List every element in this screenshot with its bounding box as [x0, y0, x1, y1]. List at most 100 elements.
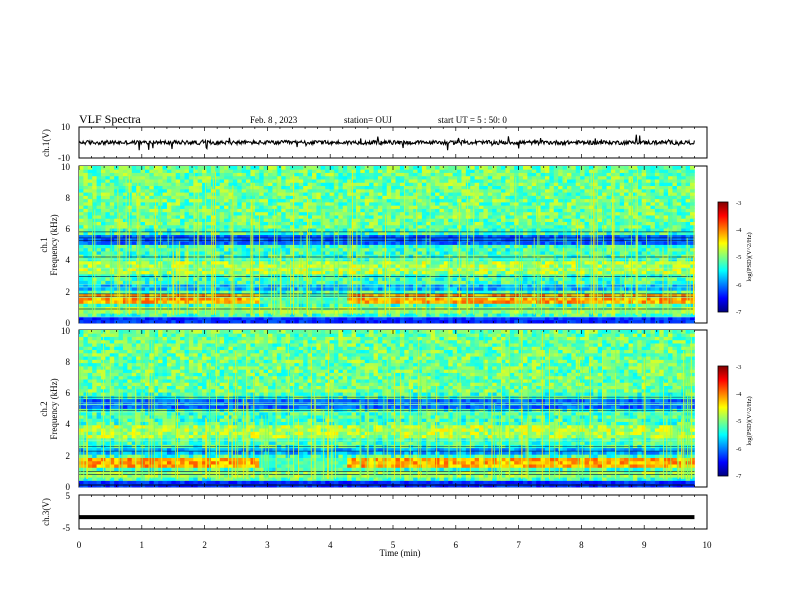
spectrogram-cell: [219, 273, 225, 278]
spectrogram-cell: [166, 287, 172, 291]
spectrogram-cell: [206, 251, 212, 255]
spectrogram-cell: [443, 260, 449, 265]
spectrogram-cell: [311, 293, 317, 298]
spectrogram-cell: [140, 234, 146, 239]
spectrogram-cell: [259, 221, 265, 226]
spectrogram-cell: [241, 280, 247, 285]
spectrogram-cell: [215, 237, 221, 242]
spectrogram-cell: [659, 247, 665, 252]
spectrogram-cell: [408, 306, 414, 311]
spectrogram-cell: [443, 247, 449, 252]
spectrogram-cell: [514, 283, 519, 288]
spectrogram-cell: [676, 224, 682, 229]
spectrogram-cell: [180, 309, 185, 314]
spectrogram-cell: [470, 300, 476, 304]
spectrogram-cell: [654, 313, 660, 317]
spectrogram-cell: [676, 260, 682, 265]
spectrogram-cell: [307, 244, 313, 249]
spectrogram-cell: [672, 283, 678, 288]
spectrogram-cell: [562, 313, 568, 317]
spectrogram-cell: [219, 251, 225, 255]
spectrogram-cell: [483, 283, 489, 288]
spectrogram-cell: [676, 221, 682, 226]
spectrogram-cell: [619, 264, 625, 268]
spectrogram-cell: [544, 244, 550, 249]
spectrogram-cell: [175, 260, 181, 265]
spectrogram-cell: [606, 251, 612, 255]
spectrogram-cell: [342, 260, 348, 265]
spectrogram-cell: [355, 283, 361, 288]
spectrogram-cell: [303, 228, 308, 232]
spectrogram-cell: [118, 247, 124, 252]
spectrogram-cell: [364, 293, 370, 298]
spectrogram-cell: [79, 254, 84, 258]
spectrogram-cell: [109, 313, 115, 317]
spectrogram-cell: [303, 280, 308, 285]
spectrogram-cell: [109, 254, 115, 258]
spectrogram-cell: [311, 309, 317, 314]
spectrogram-cell: [224, 293, 229, 298]
spectrogram-cell: [386, 228, 392, 232]
spectrogram-cell: [347, 313, 352, 317]
spectrogram-cell: [593, 260, 599, 265]
spectrogram-cell: [417, 244, 423, 249]
spectrogram-cell: [79, 211, 84, 216]
spectrogram-cell: [663, 277, 669, 281]
spectrogram-cell: [386, 221, 392, 226]
spectrogram-cell: [615, 267, 621, 272]
spectrogram-cell: [197, 264, 203, 268]
spectrogram-cell: [501, 208, 506, 213]
spectrogram-cell: [518, 264, 524, 268]
spectrogram-cell: [246, 313, 251, 317]
spectrogram-cell: [646, 293, 651, 298]
spectrogram-cell: [474, 218, 480, 222]
spectrogram-cell: [241, 237, 247, 242]
spectrogram-cell: [549, 287, 555, 291]
spectrogram-cell: [325, 290, 330, 294]
spectrogram-cell: [654, 237, 660, 242]
spectrogram-cell: [672, 277, 678, 281]
spectrogram-cell: [637, 283, 643, 288]
spectrogram-cell: [311, 287, 317, 291]
spectrogram-cell: [668, 251, 673, 255]
spectrogram-cell: [298, 215, 304, 219]
spectrogram-cell: [615, 237, 621, 242]
spectrogram-cell: [105, 231, 111, 236]
spectrogram-cell: [615, 296, 621, 301]
spectrogram-cell: [399, 247, 405, 252]
spectrogram-cell: [632, 287, 638, 291]
spectrogram-cell: [109, 309, 115, 314]
spectrogram-cell: [430, 303, 436, 308]
spectrogram-cell: [100, 208, 106, 213]
spectrogram-cell: [193, 309, 199, 314]
spectrogram-cell: [439, 260, 445, 265]
spectrogram-cell: [496, 300, 502, 304]
spectrogram-cell: [369, 283, 374, 288]
spectrogram-cell: [479, 290, 484, 294]
spectrogram-cell: [518, 228, 524, 232]
spectrogram-cell: [105, 277, 111, 281]
spectrogram-cell: [136, 267, 141, 272]
spectrogram-cell: [188, 247, 194, 252]
spectrogram-cell: [311, 319, 317, 324]
spectrogram-cell: [624, 306, 629, 311]
spectrogram-cell: [426, 303, 432, 308]
spectrogram-cell: [501, 300, 506, 304]
spectrogram-cell: [342, 287, 348, 291]
spectrogram-cell: [606, 309, 612, 314]
spectrogram-cell: [118, 234, 124, 239]
spectrogram-cell: [246, 316, 251, 321]
spectrogram-cell: [237, 260, 243, 265]
spectrogram-cell: [285, 251, 291, 255]
spectrogram-cell: [197, 300, 203, 304]
spectrogram-cell: [109, 283, 115, 288]
spectrogram-cell: [241, 287, 247, 291]
spectrogram-cell: [136, 293, 141, 298]
spectrogram-cell: [426, 215, 432, 219]
spectrogram-cell: [408, 300, 414, 304]
spectrogram-cell: [281, 264, 287, 268]
spectrogram-cell: [109, 215, 115, 219]
spectrogram-cell: [588, 313, 594, 317]
spectrogram-cell: [597, 270, 603, 275]
spectrogram-cell: [413, 293, 418, 298]
